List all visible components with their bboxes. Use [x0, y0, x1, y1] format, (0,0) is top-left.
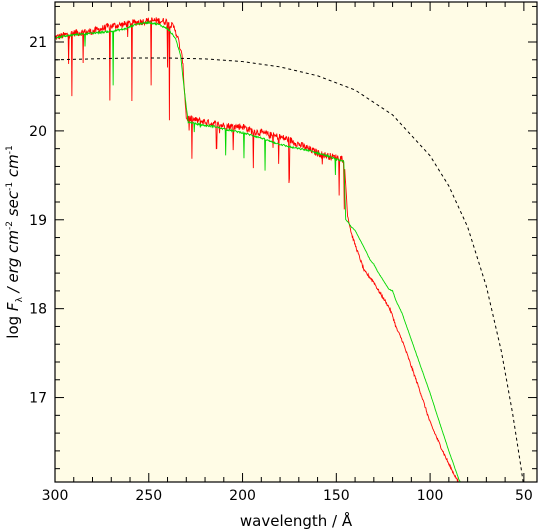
series-line-1: [55, 17, 459, 482]
ticks-layer: 300 250 200 150 100 50 17 18 19 20 21: [29, 2, 537, 504]
y-tick-label: 17: [29, 391, 47, 407]
y-tick-label: 20: [29, 124, 47, 140]
series-line-2: [55, 20, 461, 482]
plot-frame: [54, 1, 538, 483]
x-tick-label: 150: [323, 488, 350, 504]
plot-background: [55, 2, 537, 482]
x-tick-label: 100: [417, 488, 444, 504]
x-axis-title: wavelength / Å: [240, 511, 353, 530]
x-tick-label: 50: [515, 488, 533, 504]
series-layer: [55, 17, 524, 482]
y-axis-title: log Fλ / erg cm-2 sec-1 cm-1: [4, 145, 25, 338]
series-line-3: [55, 57, 524, 482]
x-tick-label: 300: [42, 488, 69, 504]
y-tick-label: 19: [29, 213, 47, 229]
x-tick-label: 200: [229, 488, 256, 504]
y-tick-label: 21: [29, 35, 47, 51]
x-tick-label: 250: [135, 488, 162, 504]
y-tick-label: 18: [29, 302, 47, 318]
